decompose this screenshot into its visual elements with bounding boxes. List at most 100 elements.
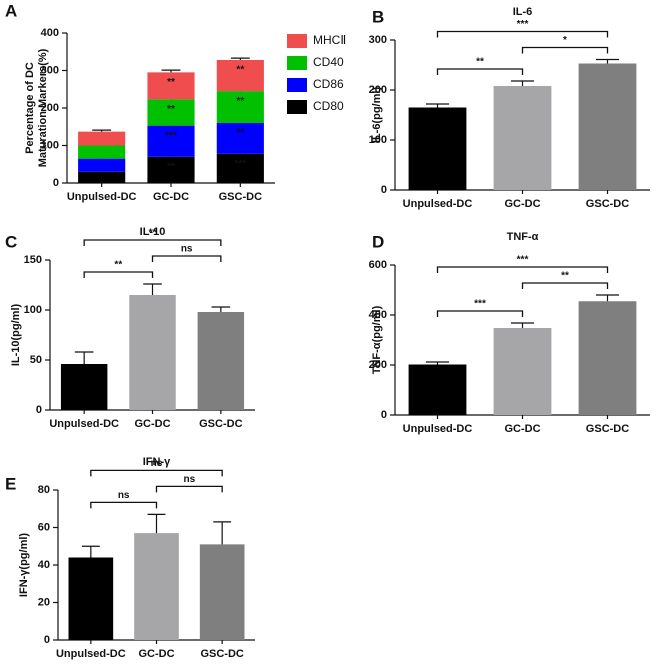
bar — [199, 544, 245, 640]
significance-label: *** — [474, 299, 486, 310]
bar — [493, 328, 552, 415]
y-tick-label: 200 — [369, 359, 387, 371]
chart-title: IL-10 — [140, 226, 166, 238]
legend-swatch — [287, 78, 307, 92]
y-tick-label: 200 — [41, 102, 59, 114]
x-tick-label: GSC-DC — [199, 418, 242, 430]
x-tick-label: Unpulsed-DC — [403, 198, 473, 210]
bar — [578, 63, 637, 190]
panel-letter: C — [5, 232, 17, 251]
legend-label: CD80 — [313, 99, 344, 113]
significance-bracket — [436, 310, 524, 317]
significance-bracket — [90, 501, 158, 509]
y-tick-label: 0 — [381, 409, 387, 421]
y-tick-label: 100 — [41, 139, 59, 151]
y-axis-label: Percentage of DC — [24, 62, 36, 154]
significance-label: ns — [151, 458, 163, 469]
y-tick-label: 100 — [24, 304, 42, 316]
x-tick-label: GSC-DC — [586, 198, 629, 210]
y-tick-label: 150 — [24, 254, 42, 266]
significance-label: ** — [167, 161, 175, 172]
chart-title: IFN-γ — [143, 456, 171, 468]
x-tick-label: GC-DC — [138, 648, 174, 660]
y-tick-label: 0 — [44, 634, 50, 646]
bar — [129, 295, 176, 410]
x-tick-label: GC-DC — [134, 418, 170, 430]
y-tick-label: 0 — [53, 177, 59, 189]
x-tick-label: Unpulsed-DC — [56, 648, 126, 660]
bar-segment — [78, 158, 126, 172]
significance-label: ** — [236, 96, 244, 107]
significance-label: ** — [167, 77, 175, 88]
bar-segment — [216, 123, 264, 154]
bar-segment — [147, 156, 195, 183]
legend-swatch — [287, 56, 307, 70]
x-tick-label: Unpulsed-DC — [49, 418, 119, 430]
significance-bracket — [436, 68, 524, 75]
bar-segment — [78, 131, 126, 146]
significance-label: *** — [234, 158, 246, 169]
y-tick-label: 300 — [41, 64, 59, 76]
significance-label: ** — [561, 271, 569, 282]
panel-letter: E — [5, 474, 16, 493]
legend-label: CD86 — [313, 77, 344, 91]
y-tick-label: 50 — [30, 354, 42, 366]
significance-label: ** — [236, 65, 244, 76]
panel-letter: A — [5, 1, 17, 20]
y-tick-label: 600 — [369, 259, 387, 271]
significance-bracket — [151, 255, 222, 262]
bar — [68, 557, 114, 640]
significance-label: ns — [181, 244, 193, 255]
bar — [60, 364, 108, 410]
significance-label: ** — [236, 128, 244, 139]
bar-segment — [78, 145, 126, 159]
bar-segment — [216, 60, 264, 92]
bar-segment — [216, 91, 264, 123]
y-tick-label: 400 — [41, 27, 59, 39]
y-tick-label: 200 — [369, 84, 387, 96]
significance-label: ns — [118, 490, 130, 501]
y-axis-label: IL-10(pg/ml) — [10, 304, 22, 367]
y-tick-label: 300 — [369, 34, 387, 46]
x-tick-label: GC-DC — [153, 191, 189, 203]
bar — [493, 86, 552, 190]
legend-swatch — [287, 34, 307, 48]
x-tick-label: GC-DC — [504, 198, 540, 210]
bar — [408, 364, 467, 415]
significance-label: * — [563, 35, 567, 46]
y-axis-label: Maturation Markers(%) — [37, 48, 49, 167]
significance-label: *** — [517, 255, 529, 266]
y-tick-label: 80 — [38, 484, 50, 496]
x-tick-label: GSC-DC — [200, 648, 243, 660]
x-tick-label: GSC-DC — [219, 191, 262, 203]
bar — [134, 533, 179, 640]
y-tick-label: 400 — [369, 309, 387, 321]
significance-bracket — [521, 46, 609, 54]
significance-bracket — [436, 266, 609, 273]
bar — [578, 301, 637, 415]
bar-segment — [147, 99, 195, 126]
significance-bracket — [90, 469, 223, 477]
panel-letter: D — [372, 232, 384, 251]
bar-segment — [147, 125, 195, 157]
y-axis-label: IFN-γ(pg/ml) — [18, 533, 30, 597]
panel-letter: B — [372, 7, 384, 26]
significance-bracket — [155, 485, 223, 493]
significance-bracket — [521, 282, 609, 289]
legend-swatch — [287, 100, 307, 114]
x-tick-label: GC-DC — [504, 423, 540, 435]
bar-segment — [78, 171, 126, 183]
y-tick-label: 60 — [38, 521, 50, 533]
chart-title: TNF-α — [507, 231, 539, 243]
significance-label: ** — [149, 228, 157, 239]
y-tick-label: 0 — [36, 404, 42, 416]
significance-label: ** — [114, 260, 122, 271]
significance-label: ** — [167, 104, 175, 115]
significance-label: ** — [476, 57, 484, 68]
bar-segment — [216, 153, 264, 183]
significance-bracket — [436, 30, 609, 38]
legend-label: MHCⅡ — [313, 33, 346, 47]
y-tick-label: 0 — [381, 184, 387, 196]
x-tick-label: Unpulsed-DC — [403, 423, 473, 435]
